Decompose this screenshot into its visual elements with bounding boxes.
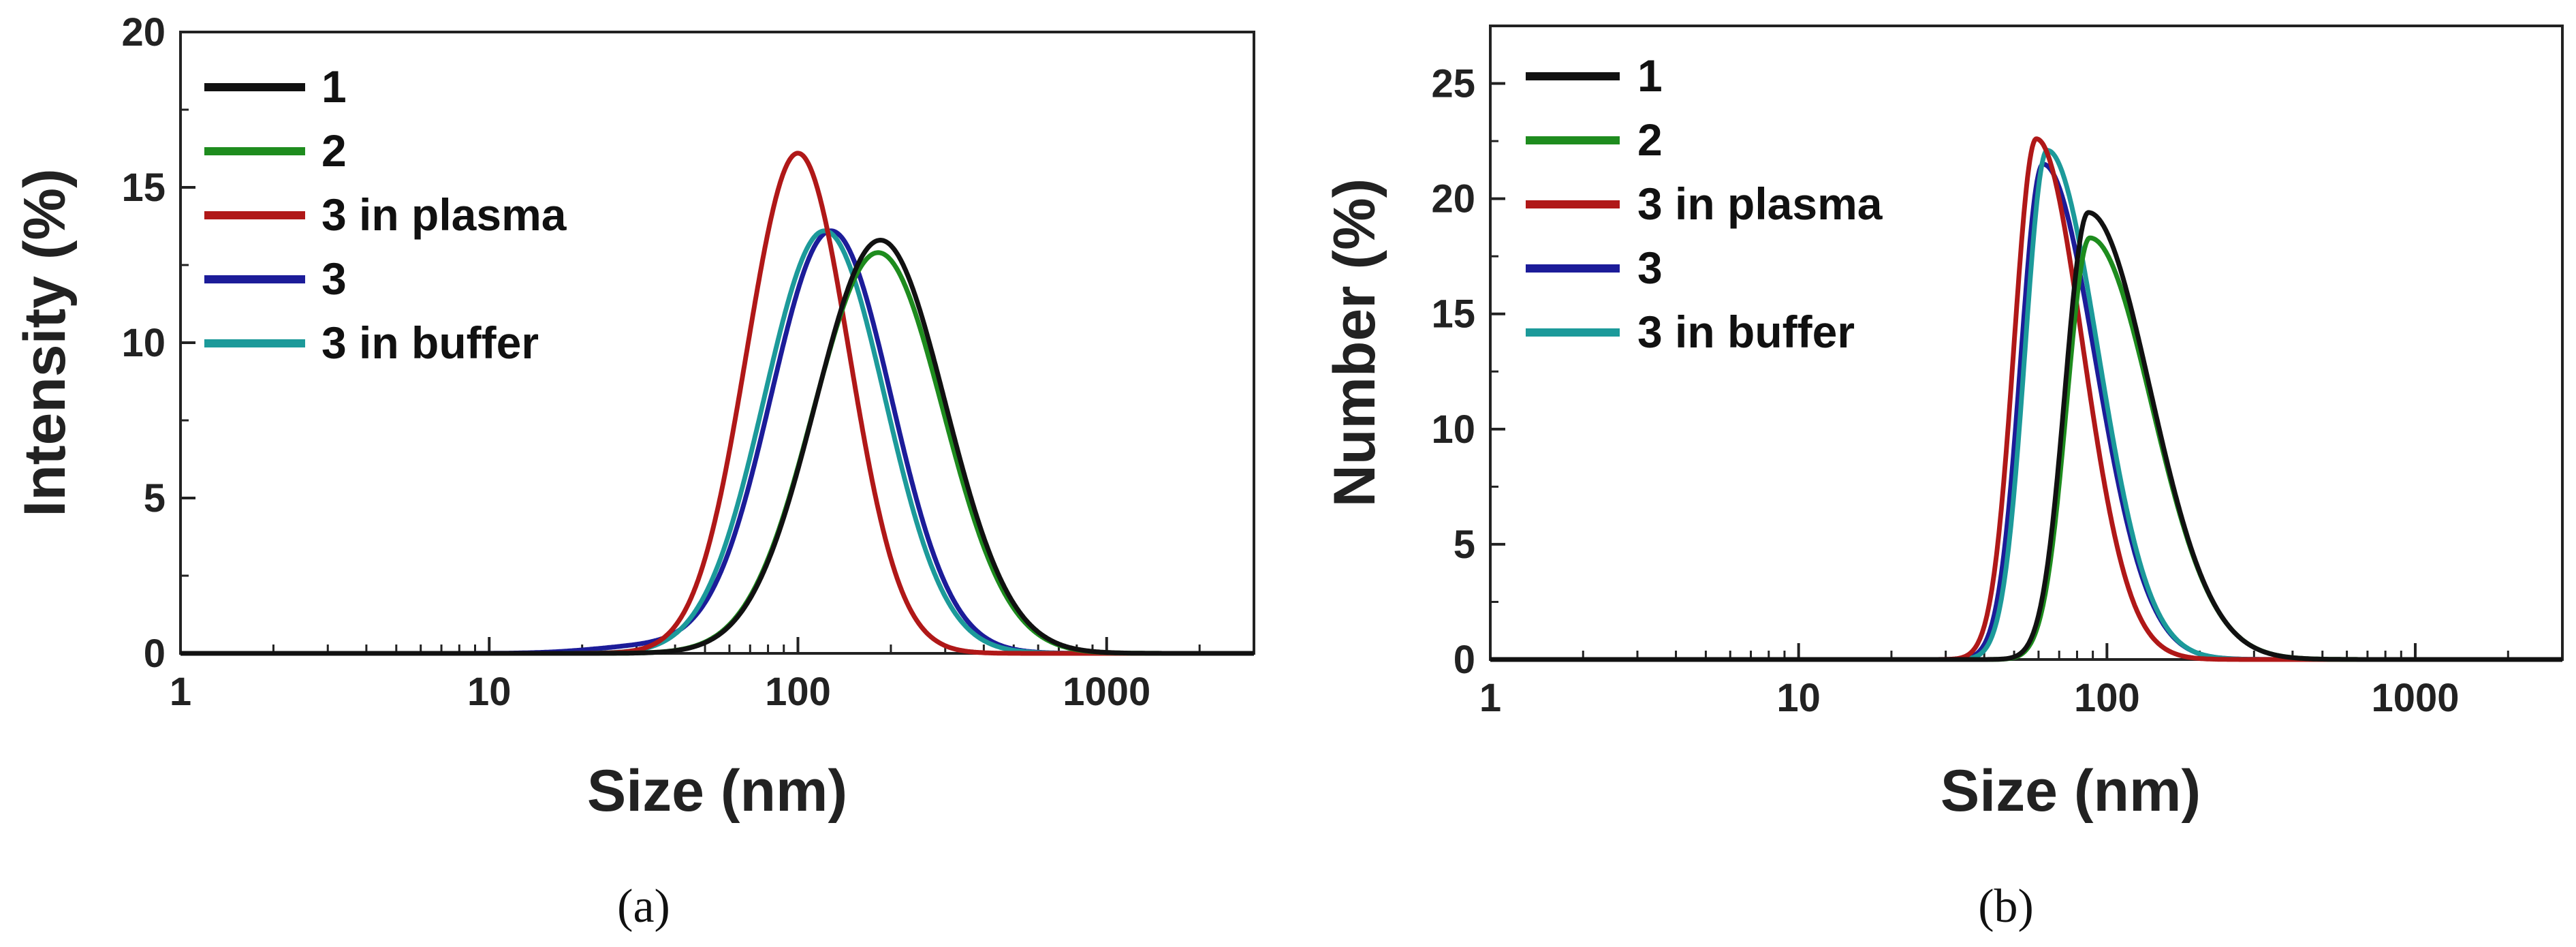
series-line-1 <box>179 238 1255 656</box>
y-tick-label: 15 <box>1431 292 1475 337</box>
x-tick-label: 1 <box>1479 676 1501 720</box>
legend-label: 1 <box>1637 50 1663 101</box>
legend-label: 3 <box>1637 243 1663 293</box>
legend-label: 3 in buffer <box>321 317 539 368</box>
panel-a-x-ticks: 1 10 100 1000 <box>170 637 1255 714</box>
panel-a-caption: (a) <box>617 880 670 933</box>
x-tick-label: 100 <box>2074 676 2140 720</box>
panel-a-y-axis-label: Intensity (%) <box>12 168 78 516</box>
y-tick-label: 5 <box>1454 523 1475 567</box>
x-tick-label: 1000 <box>1063 670 1150 714</box>
panel-a-x-axis-label: Size (nm) <box>587 758 847 824</box>
y-tick-label: 5 <box>144 476 166 521</box>
panel-a-y-ticks: 0 5 10 15 20 <box>121 10 195 676</box>
series-line-3 <box>1489 161 2564 662</box>
panel-a-legend: 1 2 3 in plasma 3 3 in buffer <box>204 61 567 368</box>
panel-b-legend: 1 2 3 in plasma 3 3 in buffer <box>1526 50 1883 357</box>
panel-a-curves <box>179 151 1255 656</box>
panel-b-curves <box>1489 136 2564 662</box>
y-tick-label: 25 <box>1431 62 1475 106</box>
x-tick-label: 1000 <box>2372 676 2460 720</box>
panel-b-x-axis-label: Size (nm) <box>1941 758 2201 824</box>
legend-label: 3 in buffer <box>1637 307 1855 357</box>
legend-label: 2 <box>1637 114 1663 165</box>
panel-b-plot-frame <box>1489 25 2564 661</box>
x-tick-label: 100 <box>765 670 831 714</box>
legend-label: 3 <box>321 253 347 304</box>
y-tick-label: 15 <box>121 166 166 210</box>
series-line-1 <box>1489 210 2564 662</box>
panel-b-x-ticks: 1 10 100 1000 <box>1479 643 2564 720</box>
panel-b-y-axis-label: Number (%) <box>1322 178 1387 508</box>
y-tick-label: 10 <box>1431 407 1475 452</box>
legend-label: 3 in plasma <box>1637 178 1883 229</box>
y-tick-label: 20 <box>1431 177 1475 221</box>
legend-label: 3 in plasma <box>321 189 567 240</box>
y-tick-label: 0 <box>1454 638 1475 682</box>
legend-label: 2 <box>321 125 347 176</box>
panel-a-intensity-chart: 0 5 10 15 20 1 10 100 1000 1 2 3 in plasma 3 3 in b… <box>12 10 1255 933</box>
y-tick-label: 20 <box>121 10 166 55</box>
panel-b-number-chart: 0 5 10 15 20 25 1 10 100 1000 1 2 3 in plasma 3 3 in… <box>1322 25 2564 933</box>
x-tick-label: 10 <box>1776 676 1821 720</box>
legend-label: 1 <box>321 61 347 112</box>
x-tick-label: 10 <box>467 670 512 714</box>
panel-b-caption: (b) <box>1978 880 2034 933</box>
x-tick-label: 1 <box>170 670 191 714</box>
series-line-2 <box>179 250 1255 656</box>
panel-b-y-ticks: 0 5 10 15 20 25 <box>1431 62 1505 682</box>
y-tick-label: 0 <box>144 632 166 676</box>
y-tick-label: 10 <box>121 321 166 365</box>
